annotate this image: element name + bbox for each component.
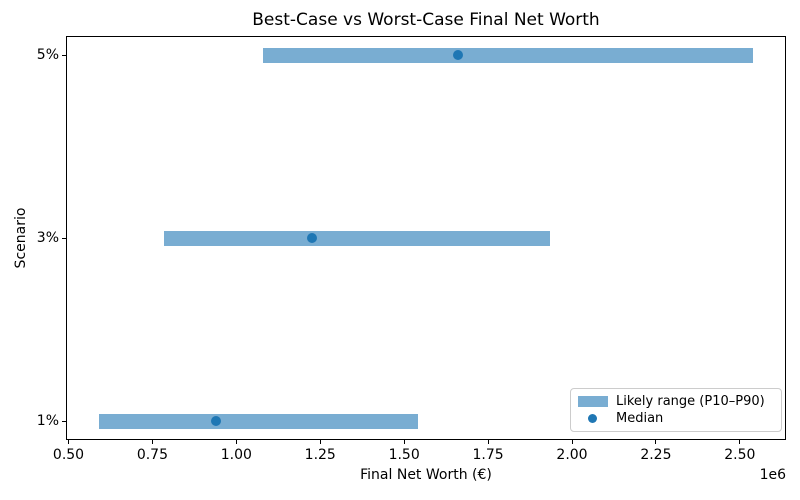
- median-dot: [452, 50, 463, 60]
- y-tick-mark: [62, 54, 66, 56]
- median-dot: [211, 416, 222, 426]
- x-tick-mark: [571, 440, 573, 444]
- x-tick-label: 1.25: [304, 447, 336, 463]
- legend-item-range: Likely range (P10–P90): [578, 393, 774, 410]
- x-tick-label: 0.50: [52, 447, 85, 463]
- y-tick-mark: [62, 237, 66, 239]
- range-bar: [98, 413, 418, 429]
- range-bar: [263, 47, 754, 63]
- x-tick-label: 2.25: [640, 447, 672, 463]
- range-swatch-icon: [578, 396, 608, 407]
- chart-title: Best-Case vs Worst-Case Final Net Worth: [252, 10, 600, 30]
- x-tick-mark: [68, 440, 70, 444]
- x-tick-label: 1.50: [388, 447, 420, 463]
- x-tick-label: 2.50: [724, 447, 756, 463]
- y-tick-label: 3%: [36, 230, 59, 246]
- median-dot-icon: [588, 414, 597, 423]
- x-tick-mark: [319, 440, 321, 444]
- x-axis-label: Final Net Worth (€): [360, 467, 492, 483]
- legend-item-label: Median: [616, 410, 664, 426]
- x-tick-mark: [235, 440, 237, 444]
- legend-item-label: Likely range (P10–P90): [616, 393, 765, 409]
- range-bar: [164, 230, 551, 246]
- x-tick-mark: [739, 440, 741, 444]
- y-tick-label: 1%: [36, 413, 59, 429]
- x-tick-mark: [487, 440, 489, 444]
- x-tick-mark: [151, 440, 153, 444]
- x-tick-label: 2.00: [556, 447, 588, 463]
- median-dot: [306, 233, 317, 243]
- legend-item-median: Median: [578, 410, 774, 427]
- y-tick-label: 5%: [36, 47, 59, 63]
- x-tick-mark: [403, 440, 405, 444]
- x-tick-mark: [655, 440, 657, 444]
- axis-offset-label: 1e6: [759, 467, 786, 483]
- x-tick-label: 1.00: [220, 447, 252, 463]
- y-tick-mark: [62, 420, 66, 422]
- legend: Likely range (P10–P90) Median: [570, 388, 782, 432]
- x-tick-label: 0.75: [136, 447, 168, 463]
- x-tick-label: 1.75: [472, 447, 504, 463]
